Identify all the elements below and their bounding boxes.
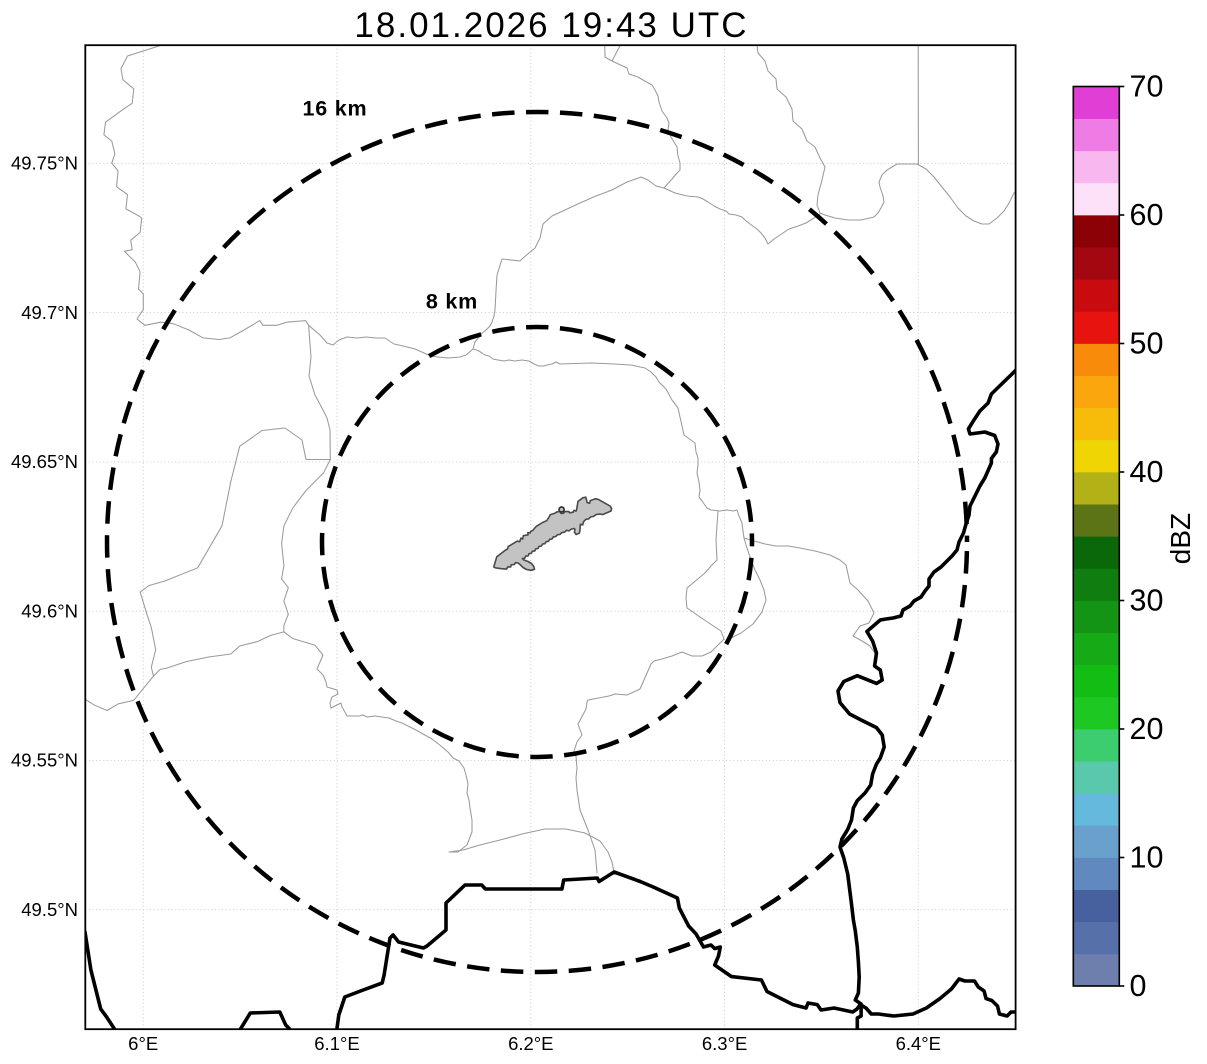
svg-text:8 km: 8 km (426, 290, 478, 314)
svg-text:49.55°N: 49.55°N (11, 750, 78, 771)
svg-text:49.5°N: 49.5°N (21, 899, 78, 920)
svg-text:16 km: 16 km (303, 97, 368, 121)
svg-text:6.1°E: 6.1°E (314, 1033, 359, 1054)
svg-text:60: 60 (1130, 198, 1164, 232)
svg-text:0: 0 (1130, 969, 1147, 1003)
svg-text:20: 20 (1130, 712, 1164, 746)
svg-text:6.4°E: 6.4°E (896, 1033, 941, 1054)
svg-text:50: 50 (1130, 327, 1164, 361)
svg-text:dBZ: dBZ (1165, 513, 1196, 564)
svg-text:49.65°N: 49.65°N (11, 451, 78, 472)
svg-text:49.75°N: 49.75°N (11, 153, 78, 174)
svg-text:49.7°N: 49.7°N (21, 302, 78, 323)
svg-text:6°E: 6°E (128, 1033, 158, 1054)
svg-text:70: 70 (1130, 70, 1164, 104)
svg-text:10: 10 (1130, 841, 1164, 875)
svg-text:49.6°N: 49.6°N (21, 601, 78, 622)
svg-text:18.01.2026 19:43 UTC: 18.01.2026 19:43 UTC (354, 6, 748, 45)
svg-text:30: 30 (1130, 584, 1164, 618)
svg-text:6.2°E: 6.2°E (508, 1033, 553, 1054)
svg-text:6.3°E: 6.3°E (702, 1033, 747, 1054)
svg-text:40: 40 (1130, 455, 1164, 489)
